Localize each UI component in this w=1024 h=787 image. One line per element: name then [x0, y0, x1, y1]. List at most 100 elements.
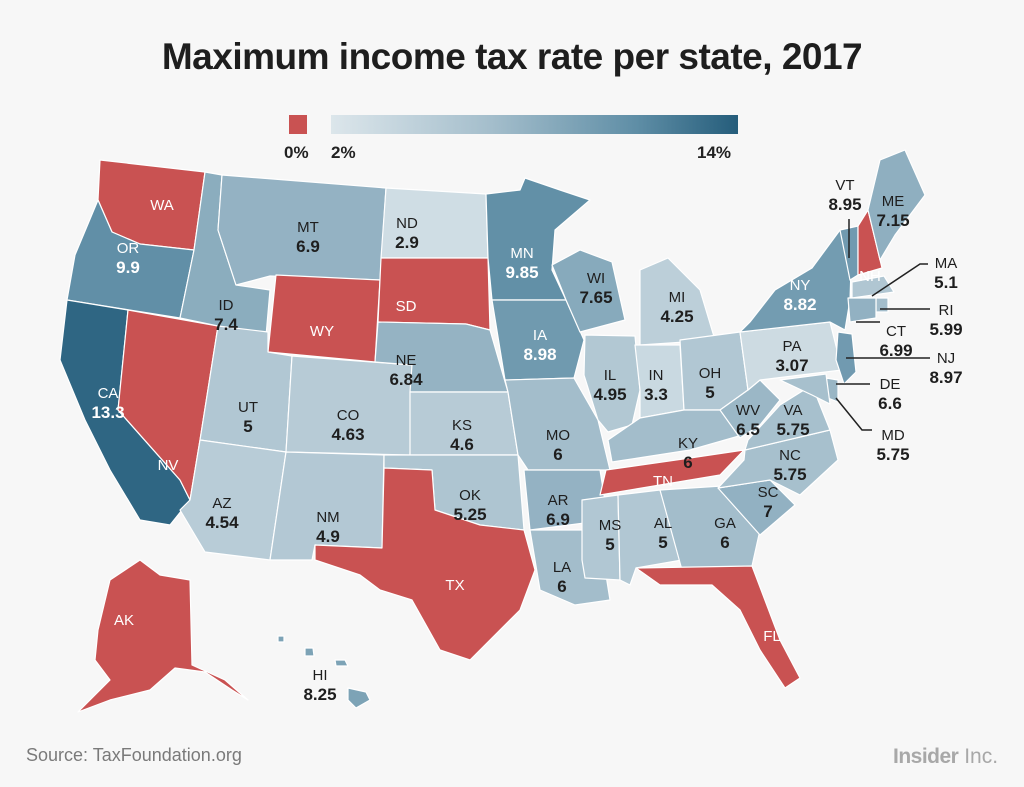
- state-label-hi: HI: [313, 667, 328, 684]
- state-value-co: 4.63: [331, 425, 364, 444]
- state-label-az: AZ: [212, 495, 231, 512]
- state-label-oh: OH: [699, 365, 722, 382]
- state-label-fl: FL: [763, 628, 781, 645]
- state-value-ma: 5.1: [934, 273, 958, 292]
- state-label-nv: NV: [158, 457, 179, 474]
- state-sd: [377, 257, 491, 331]
- state-label-al: AL: [654, 515, 672, 532]
- state-value-nc: 5.75: [773, 465, 806, 484]
- state-label-wv: WV: [736, 402, 760, 419]
- state-tn: [599, 449, 745, 496]
- state-value-ok: 5.25: [453, 505, 486, 524]
- state-mi: [639, 257, 716, 346]
- state-label-vt: VT: [835, 177, 854, 194]
- state-mn: [485, 177, 591, 301]
- state-label-nj: NJ: [937, 350, 955, 367]
- state-label-or: OR: [117, 240, 140, 257]
- state-labels: WAOR9.9CA13.3NVID7.4MT6.9WYUT5CO4.63AZ4.…: [91, 177, 962, 704]
- state-ia: [491, 299, 585, 381]
- state-value-ar: 6.9: [546, 510, 570, 529]
- state-label-ne: NE: [396, 352, 417, 369]
- legend-min-label: 2%: [331, 143, 356, 162]
- state-ms: [581, 494, 621, 581]
- legend-color-scale: [331, 115, 738, 134]
- state-label-tx: TX: [445, 577, 464, 594]
- state-md: [779, 373, 831, 405]
- brand-suffix: Inc.: [964, 745, 999, 768]
- state-value-ut: 5: [243, 417, 252, 436]
- state-value-al: 5: [658, 533, 667, 552]
- state-ak: [77, 559, 249, 713]
- leader-line-ma: [871, 263, 928, 297]
- state-value-sc: 7: [763, 502, 772, 521]
- state-value-de: 6.6: [878, 394, 902, 413]
- state-label-pa: PA: [783, 338, 802, 355]
- state-value-ct: 6.99: [879, 341, 912, 360]
- leader-line-md: [835, 397, 872, 431]
- state-label-ok: OK: [459, 487, 481, 504]
- state-value-md: 5.75: [876, 445, 909, 464]
- state-label-ak: AK: [114, 612, 134, 629]
- state-value-az: 4.54: [205, 513, 239, 532]
- state-label-in: IN: [649, 367, 664, 384]
- state-label-va: VA: [784, 402, 803, 419]
- state-label-me: ME: [882, 193, 905, 210]
- state-ma: [851, 275, 895, 299]
- state-value-ky: 6: [683, 453, 692, 472]
- state-label-ct: CT: [886, 323, 906, 340]
- state-value-la: 6: [557, 577, 566, 596]
- state-label-ny: NY: [790, 277, 811, 294]
- legend-zero-swatch: [289, 115, 307, 134]
- state-label-sc: SC: [758, 484, 779, 501]
- state-value-ne: 6.84: [389, 370, 423, 389]
- state-value-nm: 4.9: [316, 527, 340, 546]
- state-label-mn: MN: [510, 245, 533, 262]
- state-label-ar: AR: [548, 492, 569, 509]
- state-value-nd: 2.9: [395, 233, 419, 252]
- state-nh: [857, 209, 883, 276]
- chart-title: Maximum income tax rate per state, 2017: [161, 36, 863, 77]
- state-label-ga: GA: [714, 515, 736, 532]
- state-label-ut: UT: [238, 399, 258, 416]
- state-tx: [314, 467, 536, 661]
- state-value-me: 7.15: [876, 211, 909, 230]
- state-wi: [551, 249, 626, 333]
- state-value-mt: 6.9: [296, 237, 320, 256]
- state-label-tn: TN: [653, 473, 673, 490]
- state-value-mo: 6: [553, 445, 562, 464]
- state-value-ms: 5: [605, 535, 614, 554]
- state-label-wa: WA: [150, 197, 174, 214]
- state-label-id: ID: [219, 297, 234, 314]
- state-label-sd: SD: [396, 298, 417, 315]
- state-label-nm: NM: [316, 509, 339, 526]
- state-value-va: 5.75: [776, 420, 809, 439]
- state-value-in: 3.3: [644, 385, 668, 404]
- state-label-ms: MS: [599, 517, 622, 534]
- source-label: Source:: [26, 745, 89, 765]
- legend-zero-label: 0%: [284, 143, 309, 162]
- state-label-mo: MO: [546, 427, 570, 444]
- state-value-hi: 8.25: [303, 685, 336, 704]
- state-va: [744, 384, 831, 451]
- state-value-mn: 9.85: [505, 263, 538, 282]
- state-value-oh: 5: [705, 383, 714, 402]
- state-value-ny: 8.82: [783, 295, 816, 314]
- state-label-wi: WI: [587, 270, 605, 287]
- state-label-ca: CA: [98, 385, 119, 402]
- state-label-nh: NH: [859, 268, 881, 285]
- state-value-ca: 13.3: [91, 403, 124, 422]
- state-label-de: DE: [880, 376, 901, 393]
- source-note: Source: TaxFoundation.org: [26, 745, 242, 766]
- state-shapes: [59, 149, 926, 713]
- state-label-mi: MI: [669, 289, 686, 306]
- state-label-md: MD: [881, 427, 904, 444]
- brand-logo: Insider Inc.: [893, 745, 998, 769]
- state-value-ia: 8.98: [523, 345, 556, 364]
- state-label-ky: KY: [678, 435, 698, 452]
- state-value-id: 7.4: [214, 315, 238, 334]
- state-label-ks: KS: [452, 417, 472, 434]
- state-value-ga: 6: [720, 533, 729, 552]
- state-value-il: 4.95: [593, 385, 626, 404]
- state-label-wy: WY: [310, 323, 334, 340]
